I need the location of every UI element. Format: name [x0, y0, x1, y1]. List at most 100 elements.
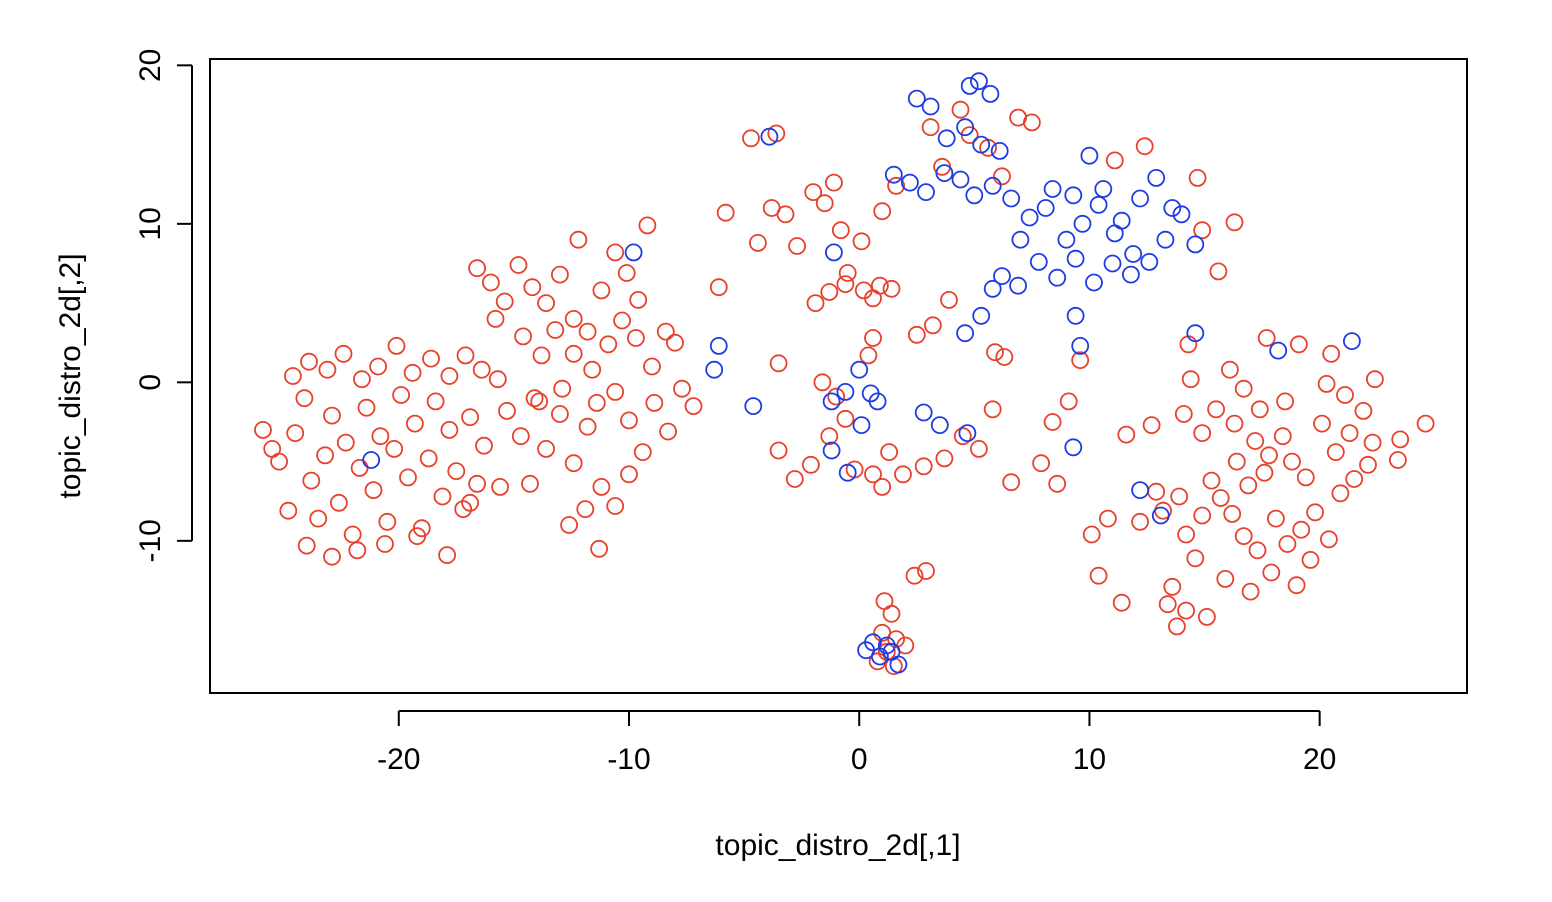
- data-point: [1103, 254, 1122, 273]
- data-point: [1082, 525, 1101, 544]
- data-point: [836, 382, 855, 401]
- data-point: [352, 370, 371, 389]
- data-point: [1198, 608, 1216, 626]
- data-point: [1354, 401, 1373, 420]
- data-point: [1313, 414, 1331, 433]
- data-point: [1345, 470, 1364, 488]
- data-point: [921, 97, 940, 116]
- data-point: [491, 477, 510, 496]
- data-point: [1170, 487, 1189, 506]
- data-point: [993, 267, 1011, 286]
- data-point: [392, 386, 411, 404]
- data-point: [498, 401, 516, 420]
- data-point: [836, 275, 855, 294]
- data-point: [560, 516, 578, 534]
- series-1: [254, 100, 1435, 675]
- data-point: [1278, 535, 1297, 553]
- data-point: [1211, 489, 1230, 507]
- data-point: [1340, 424, 1359, 443]
- data-point: [1131, 481, 1149, 500]
- data-point: [760, 127, 779, 146]
- data-point: [1177, 525, 1195, 544]
- x-axis: -20 -10 0 10 20: [377, 710, 1336, 776]
- data-point: [744, 397, 763, 416]
- data-point: [859, 346, 878, 365]
- data-point: [329, 493, 348, 512]
- data-point: [1225, 414, 1244, 433]
- data-point: [1105, 151, 1124, 170]
- data-point: [1048, 268, 1067, 287]
- data-point: [1089, 195, 1108, 214]
- data-point: [854, 281, 873, 300]
- data-point: [454, 500, 473, 519]
- data-point: [1023, 113, 1041, 132]
- data-point: [1292, 520, 1311, 539]
- data-point: [1322, 344, 1341, 363]
- data-point: [1216, 570, 1235, 588]
- data-point: [965, 186, 984, 205]
- data-point: [620, 411, 638, 430]
- data-point: [627, 329, 645, 347]
- data-point: [1032, 454, 1050, 473]
- data-point: [1099, 509, 1117, 528]
- data-point: [1080, 146, 1099, 165]
- data-point: [827, 387, 846, 406]
- data-point: [917, 562, 935, 580]
- data-point: [606, 382, 625, 401]
- data-point: [620, 465, 638, 484]
- data-point: [1389, 451, 1407, 469]
- data-point: [279, 501, 298, 520]
- data-point: [1202, 471, 1221, 490]
- data-point: [1172, 205, 1191, 224]
- data-point: [864, 329, 882, 347]
- data-point: [990, 141, 1009, 160]
- data-point: [1257, 329, 1276, 347]
- data-point: [838, 463, 857, 482]
- data-point: [1158, 595, 1177, 614]
- data-point: [385, 439, 404, 458]
- data-point: [599, 335, 618, 354]
- data-point: [656, 322, 675, 341]
- data-point: [820, 427, 839, 446]
- data-point: [1209, 262, 1228, 281]
- data-point: [583, 360, 602, 379]
- data-point: [981, 85, 1000, 103]
- data-point: [1151, 506, 1170, 525]
- x-tick-label: 10: [1073, 743, 1106, 776]
- data-point: [986, 343, 1004, 362]
- data-point: [804, 183, 823, 202]
- data-point: [1255, 463, 1274, 482]
- data-point: [958, 424, 977, 443]
- data-point: [362, 451, 381, 469]
- data-point: [624, 243, 643, 262]
- data-point: [371, 427, 390, 446]
- data-point: [348, 541, 367, 560]
- data-point: [369, 357, 388, 376]
- data-point: [1193, 424, 1212, 443]
- data-point: [587, 393, 606, 412]
- data-point: [1131, 512, 1149, 531]
- data-point: [1064, 438, 1083, 457]
- data-point: [716, 203, 735, 222]
- data-point: [309, 509, 328, 528]
- data-point: [378, 512, 397, 531]
- data-point: [486, 309, 505, 328]
- data-point: [1036, 199, 1055, 217]
- data-point: [438, 546, 457, 564]
- data-point: [592, 477, 611, 496]
- data-point: [613, 311, 631, 330]
- data-point: [887, 176, 905, 195]
- data-point: [606, 243, 625, 262]
- data-point: [1246, 432, 1265, 450]
- data-point: [1112, 593, 1131, 612]
- data-point: [302, 471, 321, 490]
- data-point: [553, 379, 572, 398]
- data-point: [1193, 506, 1212, 525]
- data-point: [953, 427, 972, 446]
- x-tick-label: 20: [1303, 743, 1336, 776]
- data-point: [578, 322, 597, 341]
- data-point: [1140, 252, 1159, 271]
- series-2: [362, 72, 1361, 674]
- data-point: [537, 294, 555, 313]
- data-point: [606, 497, 625, 515]
